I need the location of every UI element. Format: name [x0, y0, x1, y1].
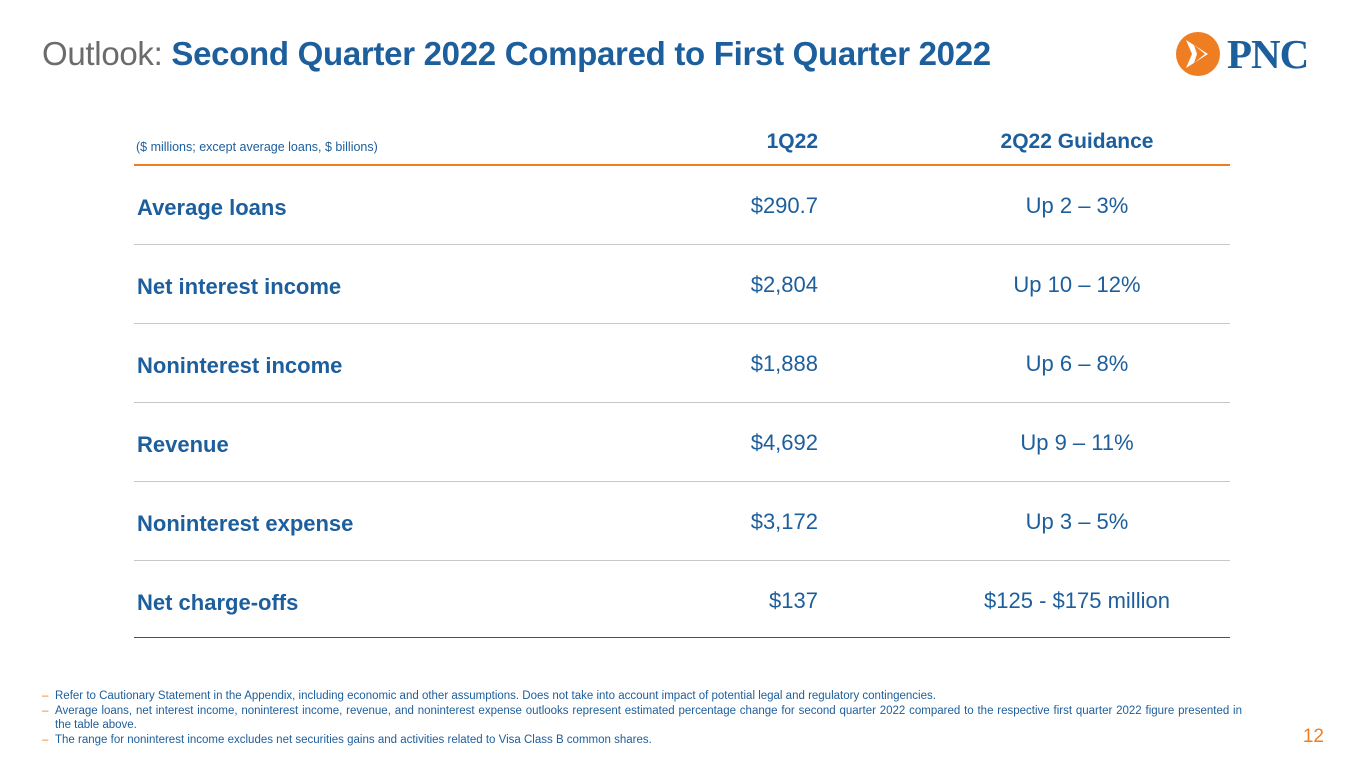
- row-label: Average loans: [137, 195, 287, 220]
- footnote: – Average loans, net interest income, no…: [42, 704, 1242, 733]
- footnotes: – Refer to Cautionary Statement in the A…: [42, 689, 1242, 747]
- table-header: ($ millions; except average loans, $ bil…: [134, 118, 1230, 166]
- pnc-wordmark: PNC: [1227, 31, 1309, 77]
- row-1q22-value: $290.7: [750, 193, 818, 218]
- row-label: Net interest income: [137, 274, 342, 299]
- row-guidance-value: Up 10 – 12%: [1013, 272, 1141, 297]
- table-row: Net charge-offs $137 $125 - $175 million: [134, 561, 1230, 638]
- row-1q22-value: $1,888: [750, 351, 818, 376]
- row-1q22-value: $3,172: [750, 509, 818, 534]
- row-guidance-value: Up 9 – 11%: [1020, 430, 1134, 455]
- row-1q22-value: $2,804: [750, 272, 818, 297]
- pnc-arrow-logo-icon: [1176, 32, 1220, 76]
- pnc-logo: PNC: [1175, 31, 1330, 77]
- footnote-text: Average loans, net interest income, noni…: [55, 704, 1242, 732]
- slide-title: Outlook: Second Quarter 2022 Compared to…: [42, 34, 991, 74]
- row-1q22-value: $4,692: [750, 430, 818, 455]
- row-label: Net charge-offs: [137, 590, 299, 615]
- footnote-dash: –: [42, 690, 49, 702]
- footnote-text: Refer to Cautionary Statement in the App…: [55, 690, 936, 702]
- page-number: 12: [1302, 726, 1324, 747]
- footnote-dash: –: [42, 733, 49, 746]
- row-1q22-value: $137: [769, 588, 818, 613]
- column-header-1q22: 1Q22: [766, 130, 818, 153]
- row-guidance-value: Up 6 – 8%: [1025, 351, 1129, 376]
- row-guidance-value: Up 2 – 3%: [1025, 193, 1129, 218]
- footnote: – The range for noninterest income exclu…: [42, 733, 1242, 748]
- footnote: – Refer to Cautionary Statement in the A…: [42, 689, 1242, 704]
- row-label: Revenue: [137, 432, 229, 457]
- title-prefix: Outlook:: [42, 35, 163, 72]
- row-label: Noninterest income: [137, 353, 343, 378]
- row-guidance-value: Up 3 – 5%: [1025, 509, 1129, 534]
- title-main: Second Quarter 2022 Compared to First Qu…: [171, 35, 991, 72]
- outlook-table: ($ millions; except average loans, $ bil…: [134, 118, 1230, 638]
- footnote-text: The range for noninterest income exclude…: [55, 733, 652, 746]
- units-note: ($ millions; except average loans, $ bil…: [136, 140, 378, 154]
- footnote-dash: –: [42, 704, 49, 717]
- row-label: Noninterest expense: [137, 511, 354, 536]
- column-header-2q22-guidance: 2Q22 Guidance: [1000, 130, 1154, 153]
- table-row: Net interest income $2,804 Up 10 – 12%: [134, 245, 1230, 324]
- table-row: Average loans $290.7 Up 2 – 3%: [134, 166, 1230, 245]
- table-row: Noninterest income $1,888 Up 6 – 8%: [134, 324, 1230, 403]
- row-guidance-value: $125 - $175 million: [984, 588, 1170, 613]
- table-row: Noninterest expense $3,172 Up 3 – 5%: [134, 482, 1230, 561]
- table-row: Revenue $4,692 Up 9 – 11%: [134, 403, 1230, 482]
